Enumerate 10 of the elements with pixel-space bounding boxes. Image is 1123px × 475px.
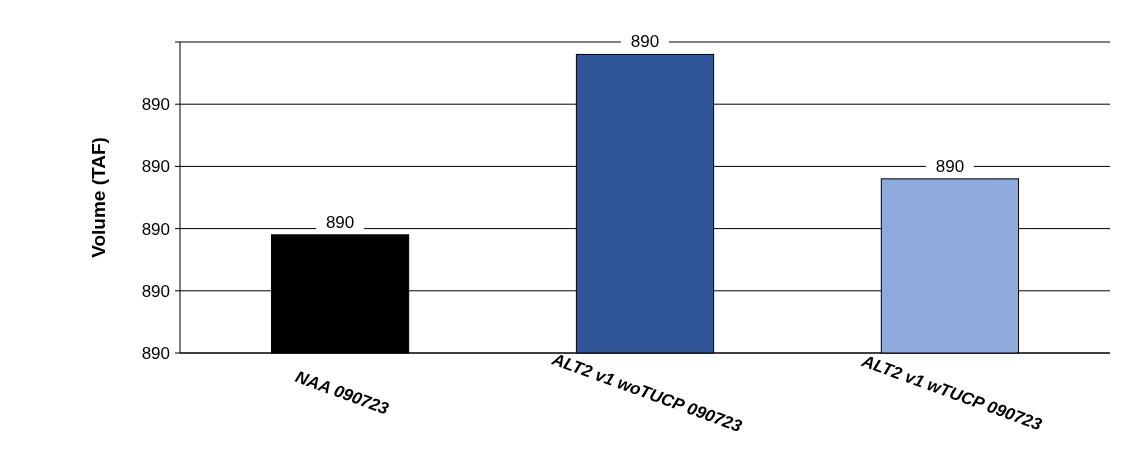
x-tick-label: NAA 090723: [292, 367, 392, 419]
data-label: 890: [630, 32, 660, 52]
data-label: 890: [935, 156, 965, 176]
y-tick-label: 890: [141, 95, 170, 115]
y-tick-label: 890: [141, 281, 170, 301]
data-label: 890: [325, 212, 355, 232]
y-tick-label: 890: [141, 343, 170, 363]
y-tick-label: 890: [141, 157, 170, 177]
y-axis-title: Volume (TAF): [88, 137, 109, 258]
y-tick-label: 890: [141, 219, 170, 239]
